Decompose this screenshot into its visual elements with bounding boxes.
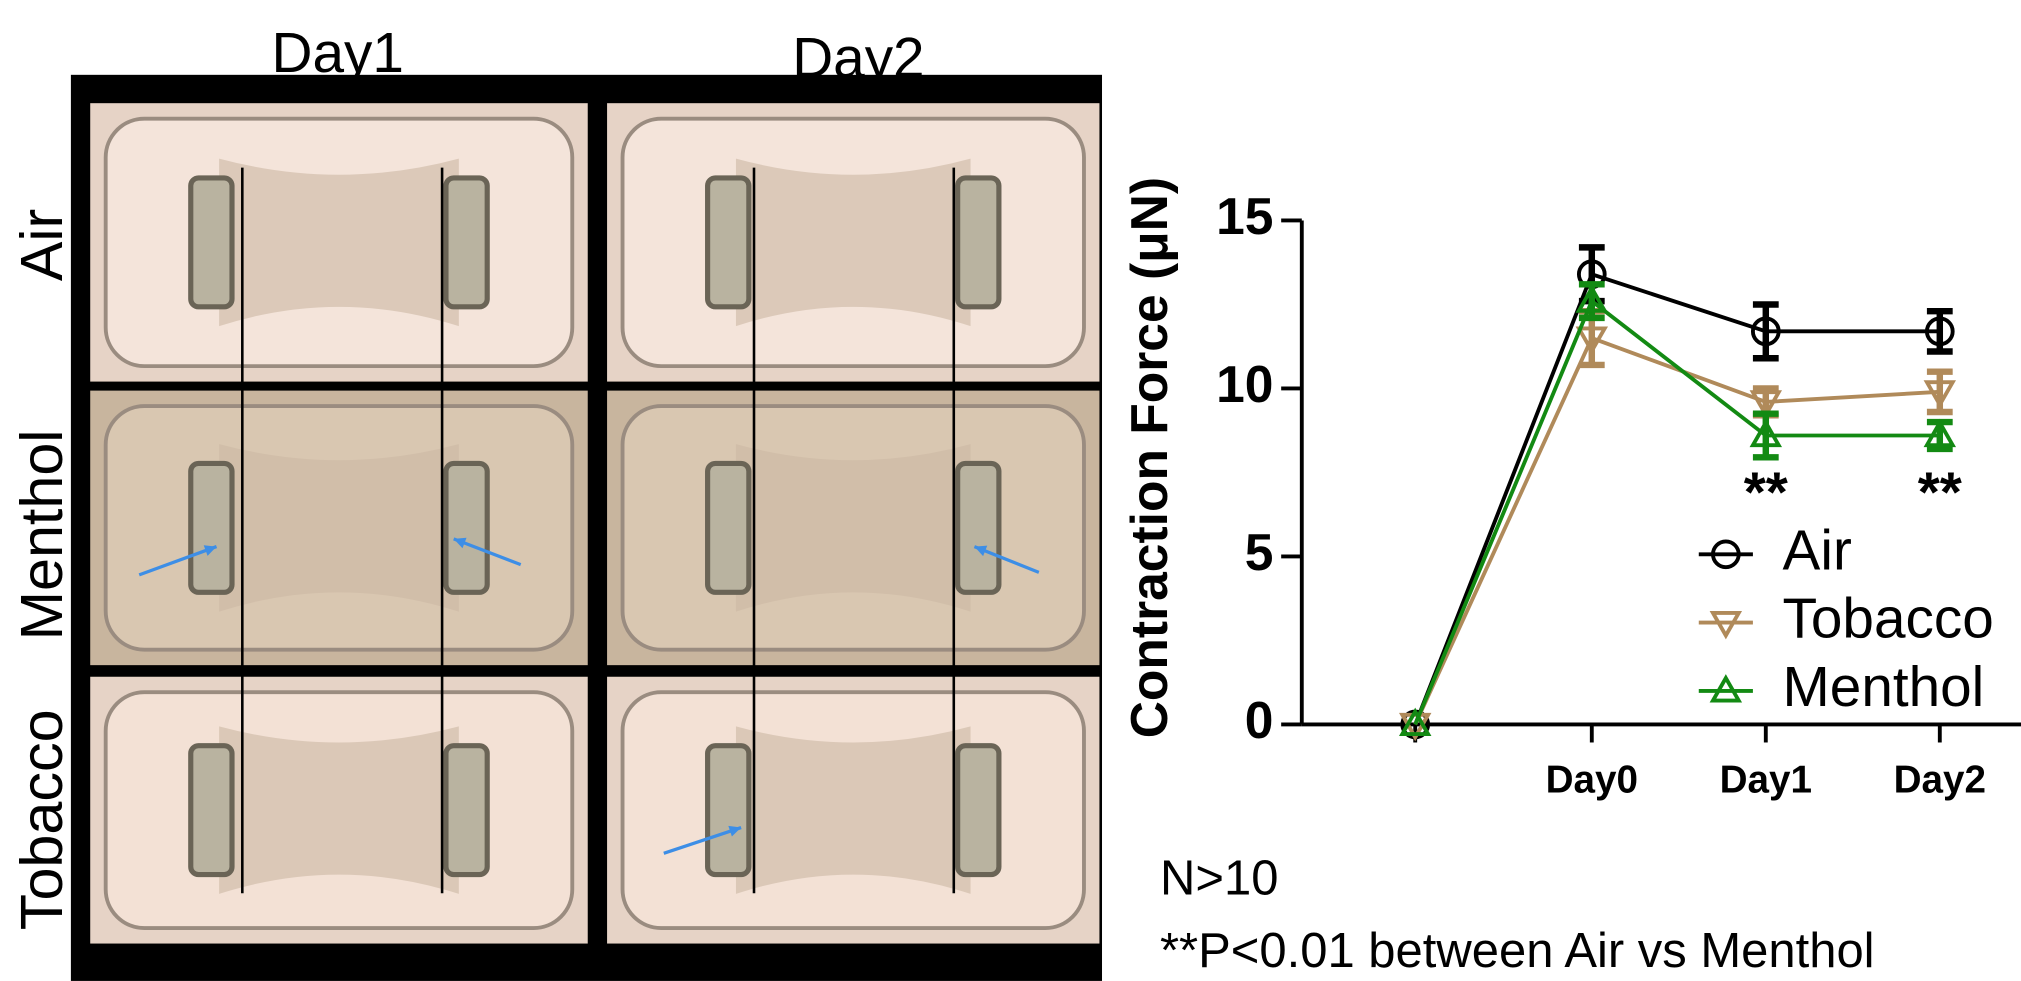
post: [446, 746, 487, 875]
post: [708, 463, 749, 592]
post: [708, 746, 749, 875]
column-label: Day2: [792, 27, 924, 90]
image-panel: [71, 75, 1102, 981]
tissue: [736, 726, 971, 894]
y-axis-label: Contraction Force (μN): [1120, 177, 1178, 738]
note: **P<0.01 between Air vs Menthol: [1160, 924, 1875, 978]
y-tick-label: 10: [1216, 355, 1273, 413]
x-tick-label: Day1: [1720, 759, 1812, 802]
post: [191, 463, 232, 592]
post: [446, 463, 487, 592]
row-label: Air: [8, 209, 75, 281]
legend-label: Menthol: [1783, 656, 1985, 719]
y-tick-label: 5: [1245, 523, 1274, 581]
significance-label: **: [1744, 461, 1789, 524]
tissue: [219, 444, 459, 612]
note: N>10: [1160, 852, 1278, 906]
significance-label: **: [1918, 461, 1963, 524]
tissue: [219, 159, 459, 327]
legend-label: Air: [1783, 519, 1852, 582]
post: [958, 178, 999, 307]
legend-label: Tobacco: [1783, 588, 1994, 651]
page: Day1 Day2 Air Menthol Tobacco Contractio…: [0, 0, 2021, 981]
tissue: [219, 726, 459, 894]
tissue: [736, 159, 971, 327]
x-tick-label: Day0: [1546, 759, 1638, 802]
post: [958, 463, 999, 592]
post: [708, 178, 749, 307]
x-tick-label: Day2: [1894, 759, 1986, 802]
post: [958, 746, 999, 875]
post: [191, 178, 232, 307]
y-tick-label: 15: [1216, 187, 1273, 245]
y-tick-label: 0: [1245, 691, 1274, 749]
row-label: Tobacco: [8, 709, 75, 930]
row-label: Menthol: [8, 430, 75, 641]
figure: Day1 Day2 Air Menthol Tobacco Contractio…: [0, 0, 2021, 981]
tissue: [736, 444, 971, 612]
post: [191, 746, 232, 875]
post: [446, 178, 487, 307]
column-label: Day1: [272, 22, 404, 85]
